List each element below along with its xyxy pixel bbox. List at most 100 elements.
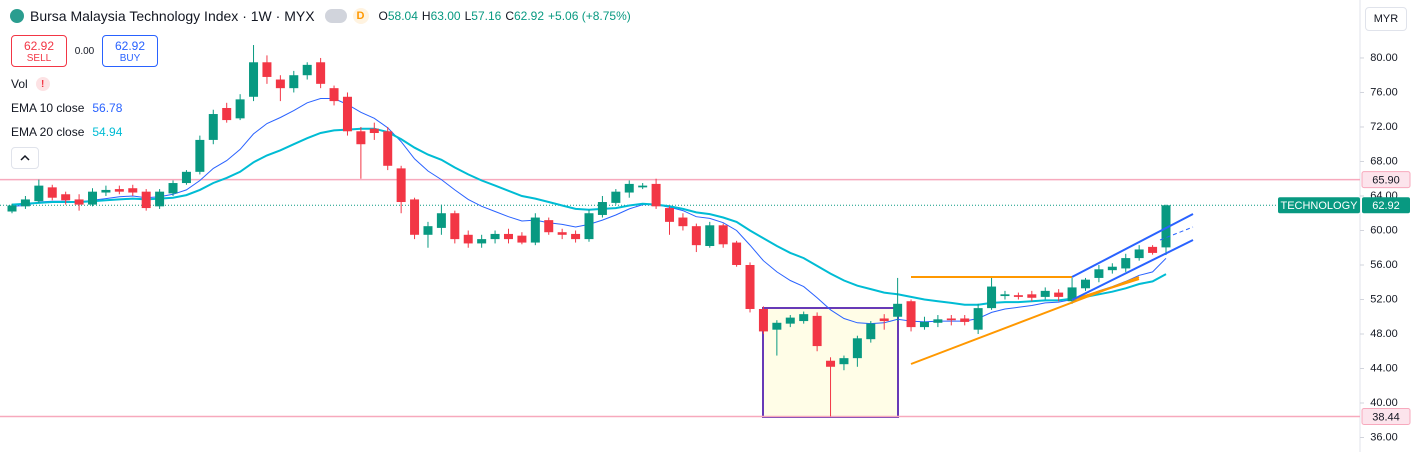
candle-body bbox=[1040, 290, 1050, 297]
buy-button[interactable]: 62.92 BUY bbox=[102, 35, 158, 67]
buy-label: BUY bbox=[119, 52, 141, 64]
candle-body bbox=[611, 191, 621, 203]
candle-body bbox=[691, 226, 701, 246]
candle-body bbox=[356, 131, 366, 145]
candle-body bbox=[289, 75, 299, 89]
candle-body bbox=[181, 171, 191, 184]
y-tick-label: 52.00 bbox=[1370, 293, 1398, 305]
ema-name: EMA 10 close bbox=[11, 101, 85, 115]
candle-body bbox=[1148, 246, 1158, 253]
symbol-badge-label: TECHNOLOGY bbox=[1280, 200, 1358, 212]
candle-body bbox=[785, 317, 795, 324]
buy-price: 62.92 bbox=[114, 38, 146, 53]
collapse-button[interactable] bbox=[11, 147, 39, 169]
candle-body bbox=[101, 189, 111, 193]
volume-indicator[interactable]: Vol ! bbox=[11, 77, 50, 91]
candle-body bbox=[1013, 295, 1023, 297]
candle-body bbox=[302, 64, 312, 76]
volume-label: Vol bbox=[11, 77, 28, 91]
candle-body bbox=[665, 208, 675, 222]
y-tick-label: 60.00 bbox=[1370, 224, 1398, 236]
candle-body bbox=[812, 315, 822, 347]
warning-icon: ! bbox=[35, 77, 50, 91]
candle-body bbox=[369, 128, 379, 134]
candle-body bbox=[1054, 292, 1064, 297]
price-axis: 36.0040.0044.0048.0052.0056.0060.0064.00… bbox=[1278, 52, 1411, 443]
candle-body bbox=[1161, 205, 1171, 248]
hide-button[interactable] bbox=[324, 9, 347, 23]
y-tick-label: 40.00 bbox=[1370, 397, 1398, 409]
candle-body bbox=[839, 358, 849, 365]
ema10-indicator[interactable]: EMA 10 close 56.78 bbox=[11, 101, 122, 115]
y-tick-label: 36.00 bbox=[1370, 431, 1398, 443]
candle-body bbox=[7, 205, 17, 212]
drawings bbox=[910, 213, 1194, 365]
candle-body bbox=[866, 323, 876, 340]
candle-body bbox=[638, 185, 648, 188]
ohlc-key: C bbox=[505, 9, 514, 23]
candle-body bbox=[772, 322, 782, 330]
ema-name: EMA 20 close bbox=[11, 125, 85, 139]
candle-body bbox=[262, 62, 272, 77]
ema20-indicator[interactable]: EMA 20 close 54.94 bbox=[11, 125, 122, 139]
candle-body bbox=[758, 308, 768, 332]
candle-body bbox=[155, 191, 165, 207]
candle-body bbox=[396, 168, 406, 203]
price-badge bbox=[1362, 197, 1410, 214]
candle-body bbox=[946, 318, 956, 321]
candle-body bbox=[597, 202, 607, 215]
candle-body bbox=[1067, 287, 1077, 302]
header: Bursa Malaysia Technology Index · 1W · M… bbox=[10, 8, 631, 24]
spread: 0.00 bbox=[74, 45, 95, 57]
candle-body bbox=[705, 225, 715, 247]
candle-body bbox=[852, 338, 862, 359]
ohlc-key: H bbox=[421, 9, 431, 23]
candle-body bbox=[732, 242, 742, 265]
symbol-title[interactable]: Bursa Malaysia Technology Index · 1W · M… bbox=[30, 8, 315, 24]
candle-body bbox=[316, 62, 326, 84]
candle-body bbox=[490, 233, 500, 240]
y-tick-label: 44.00 bbox=[1370, 362, 1398, 374]
candle-body bbox=[410, 199, 420, 235]
symbol-badge bbox=[1278, 197, 1360, 214]
candle-body bbox=[919, 321, 929, 328]
ohlc-key: L bbox=[464, 9, 472, 23]
candle-body bbox=[503, 233, 513, 240]
level-badge bbox=[1361, 171, 1411, 189]
candle-body bbox=[530, 217, 540, 243]
candle-body bbox=[249, 62, 259, 97]
candle-body bbox=[383, 131, 393, 166]
level-badge bbox=[1361, 407, 1411, 425]
currency-button[interactable]: MYR bbox=[1365, 7, 1407, 31]
candle-body bbox=[718, 225, 728, 245]
ohlc-value: 62.92 bbox=[514, 9, 545, 23]
y-tick-label: 80.00 bbox=[1370, 52, 1398, 64]
candle-body bbox=[906, 301, 916, 328]
sell-label: SELL bbox=[26, 52, 52, 64]
candle-body bbox=[235, 99, 245, 119]
candle-body bbox=[1027, 294, 1037, 298]
candle-body bbox=[195, 139, 205, 172]
candle-body bbox=[1000, 294, 1010, 297]
sell-button[interactable]: 62.92 SELL bbox=[11, 35, 67, 67]
candle-body bbox=[826, 360, 836, 367]
ohlc-item: O58.04 bbox=[379, 9, 418, 23]
candle-body bbox=[463, 234, 473, 244]
trend-line bbox=[1071, 278, 1140, 301]
channel-middle bbox=[1159, 226, 1194, 241]
candle-body bbox=[74, 199, 84, 205]
candle-body bbox=[128, 188, 138, 193]
candle-body bbox=[141, 191, 151, 209]
ohlc-legend: O58.04 H63.00 L57.16 C62.92 +5.06 (+8.75%) bbox=[379, 9, 631, 23]
candle-body bbox=[1080, 279, 1090, 289]
ema-value: 56.78 bbox=[92, 101, 123, 115]
candle-body bbox=[1121, 258, 1131, 269]
candle-body bbox=[1134, 249, 1144, 259]
candle-body bbox=[88, 191, 98, 205]
candle-body bbox=[477, 239, 487, 244]
y-tick-label: 56.00 bbox=[1370, 259, 1398, 271]
price-badge-label: 62.92 bbox=[1372, 200, 1400, 212]
ohlc-item: H63.00 bbox=[422, 9, 461, 23]
candle-body bbox=[678, 217, 688, 227]
